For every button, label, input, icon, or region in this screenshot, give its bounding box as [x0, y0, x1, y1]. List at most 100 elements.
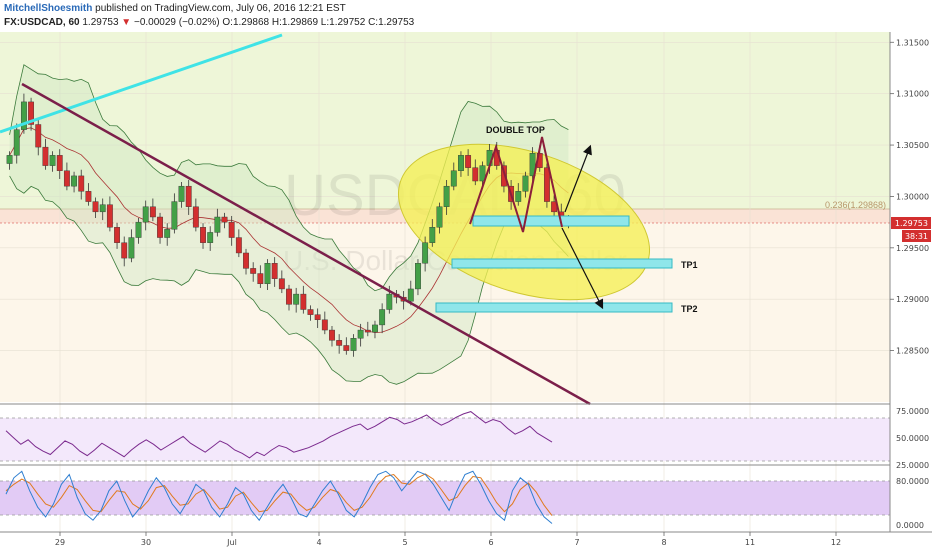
candle-body: [372, 324, 378, 333]
candlestick-series: [6, 93, 572, 357]
stoch-k-line: [5, 470, 553, 524]
candle-body: [63, 170, 70, 187]
candle-body: [472, 167, 479, 182]
candle-body: [85, 191, 92, 202]
candle-body: [278, 278, 285, 290]
candle-body: [221, 216, 228, 223]
rsi-axis: 75.0000 50.0000 25.0000: [896, 407, 929, 470]
bearish-arrow: [561, 227, 604, 310]
candle-body: [343, 345, 350, 351]
time-tick-label: 4: [316, 538, 321, 547]
candle-body: [71, 175, 77, 187]
candle-body: [522, 175, 529, 192]
price-tick-label: 1.28500: [896, 347, 929, 356]
candle-body: [243, 252, 249, 269]
candle-body: [6, 155, 13, 164]
publisher-line: MitchellShoesmith published on TradingVi…: [4, 2, 904, 16]
price-tick-label: 1.30000: [896, 192, 929, 201]
candle-body: [192, 206, 199, 228]
candle-body: [228, 221, 235, 238]
tp1-label: TP1: [681, 260, 698, 270]
candle-body: [307, 309, 314, 315]
stoch-d-line: [5, 473, 553, 516]
time-axis[interactable]: 29 30 Jul 4 5 6 7 8 11 12: [55, 532, 841, 547]
current-price-text: 1.29753: [895, 219, 928, 228]
countdown-text: 38:31: [905, 232, 928, 241]
candle-body: [422, 242, 429, 264]
candle-body: [106, 204, 113, 228]
candle-body: [314, 314, 321, 320]
candle-body: [450, 170, 457, 187]
double-top-pattern[interactable]: [469, 136, 563, 233]
rsi-tick-label: 75.0000: [896, 407, 929, 416]
candle-body: [49, 155, 56, 166]
double-top-label: DOUBLE TOP: [486, 125, 545, 135]
candle-body: [56, 155, 63, 171]
bullish-arrow: [564, 144, 592, 213]
candle-body: [443, 185, 450, 207]
time-tick-label: 6: [488, 538, 493, 547]
time-tick-label: Jul: [226, 538, 237, 547]
price-tick-label: 1.31500: [896, 38, 929, 47]
candle-body: [386, 293, 393, 310]
time-tick-label: 30: [141, 538, 151, 547]
symbol-label[interactable]: FX:USDCAD, 60: [4, 17, 80, 28]
stoch-tick-label: 0.0000: [896, 521, 924, 530]
candle-body: [529, 153, 536, 177]
author-link[interactable]: MitchellShoesmith: [4, 3, 93, 14]
stoch-axis: 80.0000 0.0000: [896, 477, 929, 530]
candle-body: [200, 227, 206, 243]
candle-body: [257, 273, 264, 285]
resistance-zone[interactable]: [472, 215, 630, 227]
candle-body: [415, 263, 421, 290]
candle-body: [142, 206, 149, 223]
candle-body: [429, 227, 436, 243]
candle-body: [364, 329, 371, 333]
candle-body: [214, 216, 221, 233]
stoch-band: [0, 481, 890, 515]
candle-body: [164, 229, 171, 238]
rsi-tick-label: 50.0000: [896, 434, 929, 443]
candle-body: [78, 175, 85, 192]
candle-body: [515, 191, 522, 202]
price-tick-label: 1.29000: [896, 295, 929, 304]
candle-body: [171, 201, 178, 230]
time-tick-label: 5: [402, 538, 407, 547]
candle-body: [479, 165, 486, 182]
price-tick-label: 1.30500: [896, 141, 929, 150]
candle-body: [465, 155, 472, 168]
candle-body: [350, 338, 357, 351]
bollinger-lower: [9, 175, 569, 385]
candle-body: [250, 268, 257, 274]
stoch-tick-label: 80.0000: [896, 477, 929, 486]
candle-body: [286, 288, 292, 305]
time-tick-label: 29: [55, 538, 65, 547]
candle-body: [128, 237, 135, 259]
candle-body: [92, 201, 99, 213]
candle-body: [321, 319, 328, 331]
tp2-zone[interactable]: [435, 302, 673, 313]
candle-body: [149, 206, 156, 218]
fib-label: 0.236(1.29868): [825, 200, 886, 210]
candle-body: [207, 232, 214, 243]
candle-body: [42, 146, 49, 166]
time-tick-label: 7: [574, 538, 579, 547]
bollinger-band-area: [9, 64, 569, 385]
candle-body: [178, 185, 185, 202]
cyan-trendline[interactable]: [0, 33, 283, 134]
downtrend-line[interactable]: [21, 82, 591, 406]
tp1-zone[interactable]: [451, 258, 673, 269]
countdown-badge: [902, 230, 931, 242]
time-tick-label: 12: [831, 538, 841, 547]
candle-body: [28, 101, 34, 125]
candle-body: [135, 221, 142, 238]
rsi-tick-label: 25.0000: [896, 461, 929, 470]
current-price-badge: [891, 217, 931, 229]
candle-body: [271, 263, 278, 279]
candle-body: [407, 288, 414, 302]
tp2-label: TP2: [681, 304, 698, 314]
symbol-line: FX:USDCAD, 60 1.29753 ▼ −0.00029 (−0.02%…: [4, 16, 904, 30]
price-axis[interactable]: 1.31500 1.31000 1.30500 1.30000 1.29500 1.290…: [890, 38, 929, 356]
candle-body: [329, 329, 335, 341]
